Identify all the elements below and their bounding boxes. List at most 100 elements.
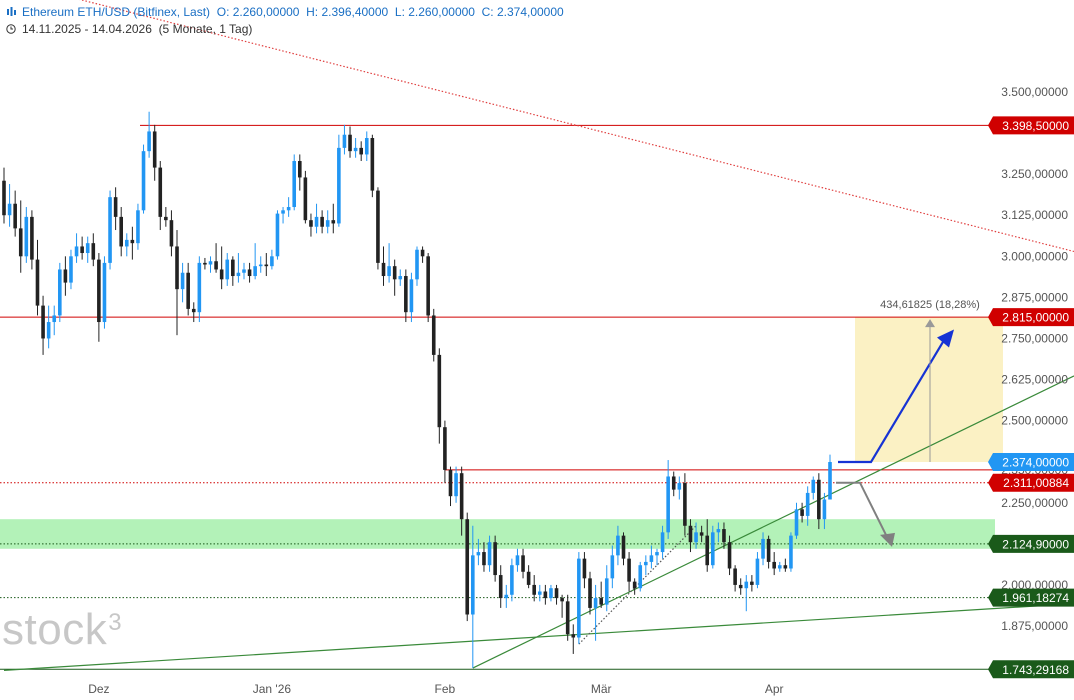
candle-body [521,555,525,572]
candle-2026-02-22 [560,594,564,618]
candle-body [392,266,397,280]
candle-2026-03-09 [644,555,648,576]
candle-body [164,216,168,221]
candle-2026-02-16 [526,565,531,589]
candle-2025-12-02 [102,256,107,329]
candle-2026-03-14 [671,471,676,497]
candle-2025-12-01 [97,253,101,342]
candle-body [627,558,631,582]
candle-2025-11-14 [2,167,6,224]
candle-body [225,259,230,280]
candle-2026-01-08 [309,213,313,237]
candle-body [415,249,419,280]
y-tick-label: 3.500,00000 [1001,85,1068,99]
candle-body [297,161,302,178]
price-badge-1: 2.815,00000 [988,308,1074,327]
candle-body [750,581,754,585]
candle-body [24,216,29,257]
candle-2025-12-09 [141,144,146,214]
candle-2026-03-24 [727,535,732,576]
candle-body [677,483,682,490]
price-badge-bg [988,116,1074,135]
candle-body [761,538,765,559]
candle-2026-01-18 [364,131,369,162]
candle-body [69,256,73,283]
candle-2026-01-12 [331,203,336,234]
candle-2025-11-15 [7,184,12,227]
candle-2025-12-14 [169,210,174,257]
target-box [855,317,1003,463]
candle-body [381,262,386,277]
candle-2026-02-01 [443,420,447,484]
x-tick-label: Feb [435,682,456,696]
candle-body [387,266,391,277]
candle-body [359,147,363,155]
candle-2025-12-27 [242,262,246,280]
candle-2026-03-07 [632,578,637,595]
x-tick-label: Apr [765,682,784,696]
candle-2026-01-23 [392,259,397,296]
candle-2026-04-02 [777,561,782,572]
candle-body [46,322,51,339]
candle-2025-12-22 [214,243,218,273]
candle-body [309,220,313,227]
chart-header-title: Ethereum ETH/USD (Bitfinex, Last) O: 2.2… [6,5,564,19]
candle-2025-11-24 [58,262,62,323]
candle-2026-03-13 [666,460,670,539]
instrument-name: Ethereum ETH/USD (Bitfinex, Last) [22,5,211,19]
candle-body [97,259,101,323]
candle-body [493,542,497,576]
candle-body [348,134,352,152]
price-badge-label: 3.398,50000 [1002,119,1069,133]
candle-2026-02-26 [582,552,587,589]
candle-body [270,256,274,267]
price-badge-bg [988,534,1074,553]
bearish-arrowhead [880,532,895,547]
candle-body [247,269,252,277]
candle-2026-02-02 [448,466,453,507]
candle-2026-01-10 [320,210,324,234]
candle-body [236,272,241,277]
candle-body [604,578,609,605]
candle-2026-02-27 [588,571,592,615]
candle-body [755,558,760,585]
candle-2026-01-07 [303,170,308,224]
chart-type-icon [6,6,16,16]
candle-2026-03-12 [660,525,665,559]
candle-body [175,246,179,290]
price-badge-label: 2.815,00000 [1002,311,1069,325]
candle-2026-03-06 [627,552,631,592]
candle-body [303,177,308,221]
candle-2026-02-14 [515,548,520,572]
candle-body [811,479,816,493]
candle-2025-12-15 [175,230,179,336]
candle-body [699,532,704,536]
candle-2026-02-09 [487,535,492,572]
candle-body [504,594,509,599]
candle-2025-11-22 [46,305,51,349]
price-badge-bg [988,453,1074,472]
price-badge-bg [988,473,1074,492]
price-badge-5: 1.961,18274 [988,588,1074,607]
candle-body [370,138,375,191]
candle-2026-03-04 [616,525,620,566]
candle-body [203,262,207,265]
watermark-logo: stock3 [2,605,123,654]
candle-body [113,197,118,217]
bullish-arrowhead [937,329,954,348]
candle-2026-03-11 [655,548,659,566]
candle-body [817,479,821,520]
x-tick-label: Dez [88,682,109,696]
candle-body [666,476,670,533]
candle-2026-02-28 [593,584,598,641]
candle-body [85,243,90,254]
candle-body [805,492,810,516]
candle-body [783,565,788,569]
candle-body [683,483,687,526]
y-tick-label: 2.250,00000 [1001,496,1068,510]
candle-2026-01-15 [348,126,352,158]
candle-2025-11-19 [30,210,34,270]
candle-body [253,266,257,277]
candle-2026-01-14 [342,124,347,155]
